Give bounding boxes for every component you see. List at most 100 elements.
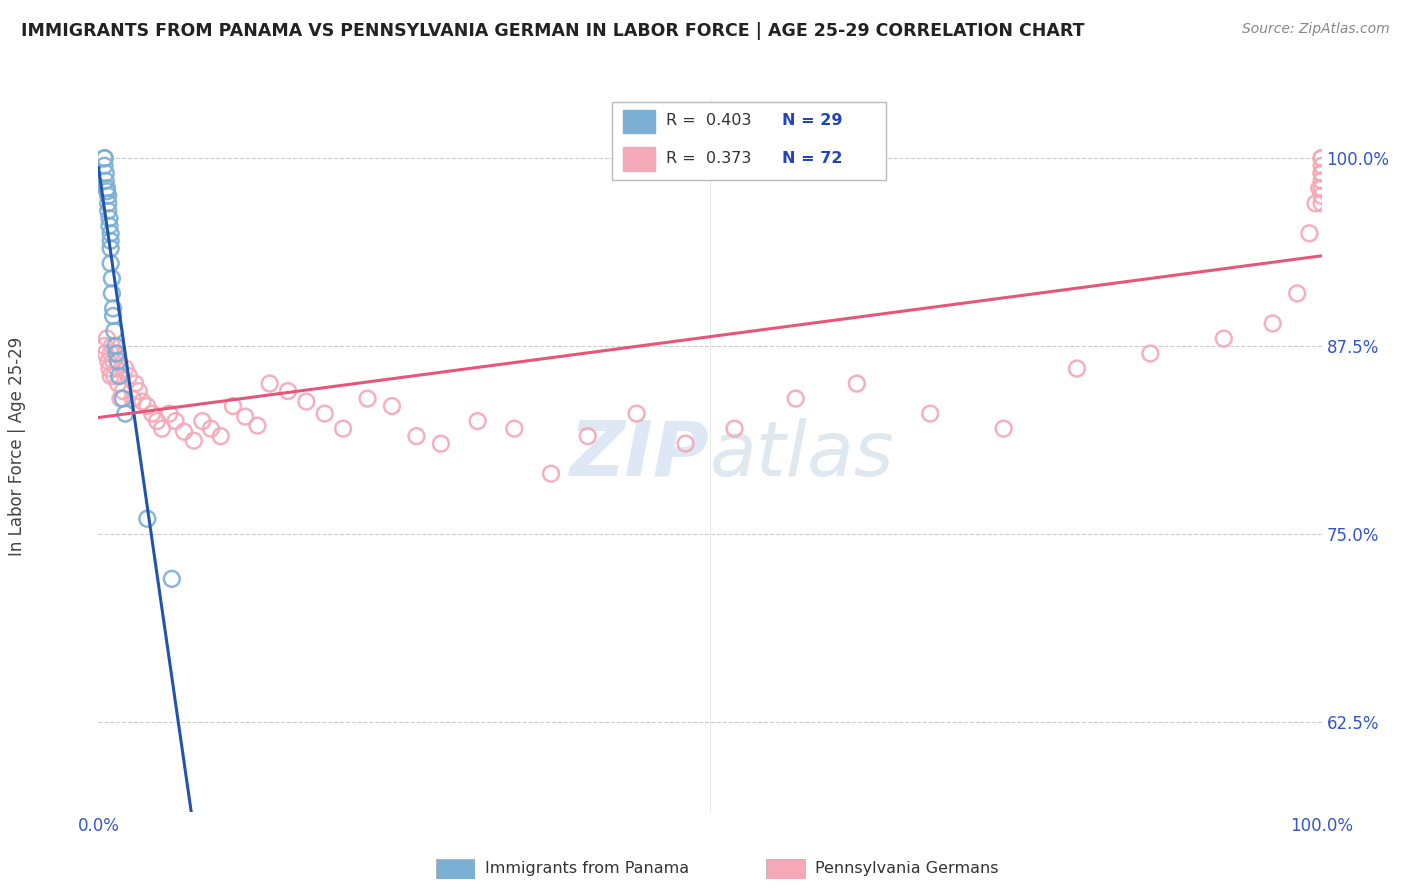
Point: [150, 422, 173, 436]
Point: [259, 376, 281, 391]
Point: [503, 422, 526, 436]
Point: [405, 429, 427, 443]
Point: [1298, 227, 1320, 241]
Text: atlas: atlas: [710, 418, 894, 491]
Point: [94, 166, 117, 180]
Point: [93, 151, 115, 165]
Point: [332, 422, 354, 436]
Text: N = 72: N = 72: [782, 151, 842, 166]
Point: [356, 392, 378, 406]
Point: [576, 429, 599, 443]
Point: [105, 346, 128, 360]
Point: [1286, 286, 1309, 301]
Point: [467, 414, 489, 428]
Point: [1305, 196, 1327, 211]
Point: [1310, 188, 1333, 202]
Point: [103, 369, 125, 384]
Point: [97, 196, 120, 211]
Point: [173, 425, 195, 439]
Point: [98, 211, 121, 226]
Point: [101, 339, 124, 353]
Point: [93, 159, 115, 173]
Text: ZIP: ZIP: [571, 418, 710, 491]
Bar: [623, 110, 655, 133]
Point: [101, 309, 124, 323]
Point: [105, 361, 128, 376]
Point: [100, 234, 122, 248]
Point: [1310, 151, 1333, 165]
Point: [785, 392, 807, 406]
Point: [136, 399, 159, 413]
Point: [222, 399, 245, 413]
Point: [246, 418, 269, 433]
Point: [100, 346, 122, 360]
Point: [97, 188, 120, 202]
Point: [118, 369, 141, 384]
Point: [209, 429, 232, 443]
Point: [107, 376, 129, 391]
Point: [93, 151, 115, 165]
Text: R =  0.403: R = 0.403: [666, 113, 752, 128]
Text: IMMIGRANTS FROM PANAMA VS PENNSYLVANIA GERMAN IN LABOR FORCE | AGE 25-29 CORRELA: IMMIGRANTS FROM PANAMA VS PENNSYLVANIA G…: [21, 22, 1084, 40]
Point: [131, 394, 153, 409]
Point: [1066, 361, 1088, 376]
Point: [675, 436, 697, 450]
Point: [93, 339, 115, 353]
Point: [295, 394, 318, 409]
Point: [98, 361, 121, 376]
Point: [1308, 181, 1330, 195]
Point: [233, 409, 256, 424]
Point: [1310, 159, 1333, 173]
Point: [381, 399, 404, 413]
Point: [101, 286, 124, 301]
Point: [114, 361, 136, 376]
Point: [146, 414, 169, 428]
Bar: [623, 147, 655, 170]
Point: [1310, 196, 1333, 211]
Point: [1310, 181, 1333, 195]
Point: [920, 407, 942, 421]
Point: [100, 256, 122, 270]
Point: [104, 346, 127, 360]
Text: N = 29: N = 29: [782, 113, 842, 128]
FancyBboxPatch shape: [612, 102, 886, 180]
Point: [1261, 317, 1284, 331]
Point: [1310, 166, 1333, 180]
Point: [157, 407, 180, 421]
Point: [96, 181, 118, 195]
Point: [1310, 166, 1333, 180]
Point: [314, 407, 336, 421]
Point: [626, 407, 648, 421]
Text: R =  0.373: R = 0.373: [666, 151, 752, 166]
Point: [136, 512, 159, 526]
Point: [100, 369, 122, 384]
Point: [108, 369, 131, 384]
Point: [1212, 331, 1234, 345]
Point: [993, 422, 1015, 436]
Point: [100, 227, 122, 241]
Point: [1139, 346, 1161, 360]
Point: [103, 324, 125, 338]
Point: [165, 414, 187, 428]
Point: [430, 436, 453, 450]
Point: [540, 467, 562, 481]
Point: [121, 392, 143, 406]
Point: [200, 422, 222, 436]
Point: [107, 354, 129, 368]
Point: [111, 384, 134, 398]
Point: [100, 241, 122, 255]
Point: [94, 346, 117, 360]
Point: [97, 354, 120, 368]
Point: [110, 392, 132, 406]
Point: [160, 572, 183, 586]
Point: [1310, 151, 1333, 165]
Point: [845, 376, 868, 391]
Point: [277, 384, 299, 398]
Text: Immigrants from Panama: Immigrants from Panama: [485, 862, 689, 876]
Point: [98, 219, 121, 233]
Point: [141, 407, 163, 421]
Point: [104, 339, 127, 353]
Point: [111, 392, 134, 406]
Point: [101, 301, 124, 316]
Point: [101, 354, 124, 368]
